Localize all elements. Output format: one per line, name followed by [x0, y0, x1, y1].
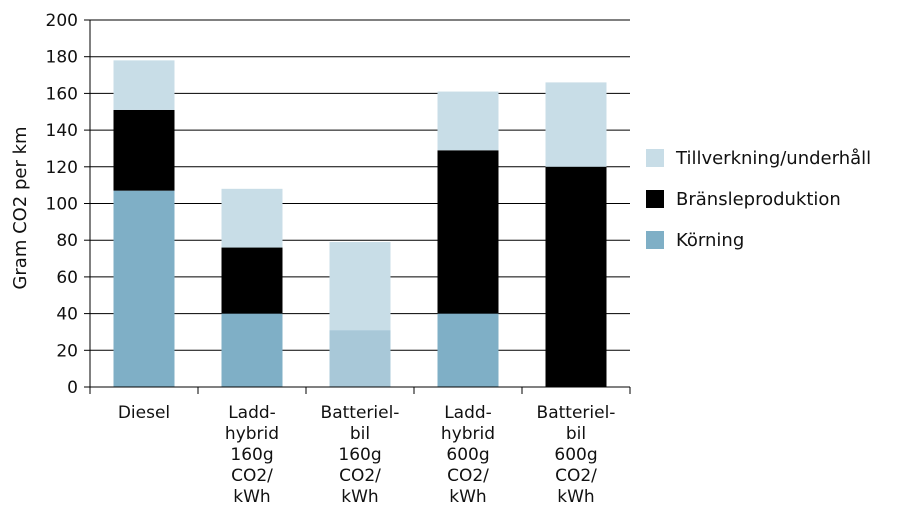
x-category-label-line: kWh — [557, 487, 594, 507]
x-category-label-line: Ladd- — [228, 403, 276, 423]
legend-swatch — [646, 231, 664, 249]
bar-segment — [221, 188, 283, 248]
x-category-label-line: 600g — [446, 445, 489, 465]
legend-swatch — [646, 149, 664, 167]
x-category-label-line: CO2/ — [555, 466, 597, 486]
bar-segment — [221, 313, 283, 387]
bar-segment — [545, 166, 607, 387]
bar-segment — [113, 60, 175, 110]
bar-segment — [437, 91, 499, 151]
y-tick-label: 40 — [56, 305, 78, 325]
x-category-label-line: Batteriel- — [321, 403, 400, 423]
bar-segment — [221, 247, 283, 314]
x-category-label-line: hybrid — [441, 424, 495, 444]
x-category-label-line: kWh — [341, 487, 378, 507]
y-tick-label: 140 — [46, 121, 78, 141]
y-tick-label: 160 — [46, 84, 78, 104]
x-category-label-line: 600g — [554, 445, 597, 465]
bar-segment — [113, 109, 175, 191]
bars — [113, 60, 607, 387]
y-axis: 0 20 40 60 80 100 120 140 160 180 200 — [46, 11, 91, 398]
legend-label: Bränsleproduktion — [676, 189, 841, 210]
x-category-label-line: Batteriel- — [537, 403, 616, 423]
bar-segment — [545, 82, 607, 167]
x-category-label-line: Diesel — [118, 403, 170, 423]
y-tick-label: 0 — [67, 378, 78, 398]
x-category-label-line: kWh — [233, 487, 270, 507]
y-axis-title: Gram CO2 per km — [10, 126, 31, 289]
y-tick-label: 100 — [46, 195, 78, 215]
y-tick-label: 60 — [56, 268, 78, 288]
x-category-label: Diesel — [118, 403, 170, 423]
bar-segment — [329, 242, 391, 331]
x-category-label-line: CO2/ — [231, 466, 273, 486]
x-category-label-line: 160g — [230, 445, 273, 465]
y-tick-label: 180 — [46, 48, 78, 68]
x-category-label-line: hybrid — [225, 424, 279, 444]
x-category-label: Batteriel-bil 600g CO2/kWh — [537, 403, 616, 507]
legend-label: Tillverkning/underhåll — [675, 148, 871, 169]
x-category-label: Ladd-hybrid 160g CO2/kWh — [225, 403, 279, 507]
y-tick-label: 120 — [46, 158, 78, 178]
x-category-label-line: Ladd- — [444, 403, 492, 423]
y-tick-label: 20 — [56, 341, 78, 361]
x-category-label-line: bil — [350, 424, 370, 444]
bar-segment — [329, 330, 391, 387]
bar-segment — [437, 150, 499, 314]
legend-swatch — [646, 190, 664, 208]
x-category-label-line: CO2/ — [339, 466, 381, 486]
x-category-label-line: CO2/ — [447, 466, 489, 486]
x-category-label-line: 160g — [338, 445, 381, 465]
x-category-label: Batteriel-bil 160g CO2/kWh — [321, 403, 400, 507]
x-category-label-line: bil — [566, 424, 586, 444]
legend: Tillverkning/underhåll Bränsleproduktion K… — [646, 148, 871, 251]
bar-segment — [113, 190, 175, 387]
x-axis: Diesel Ladd-hybrid 160g CO2/kWhBatteriel-bi… — [89, 386, 631, 507]
y-tick-label: 200 — [46, 11, 78, 31]
grid-lines — [90, 19, 630, 351]
legend-label: Körning — [676, 230, 744, 251]
y-tick-label: 80 — [56, 231, 78, 251]
x-category-label-line: kWh — [449, 487, 486, 507]
x-category-label: Ladd-hybrid 600g CO2/kWh — [441, 403, 495, 507]
bar-segment — [437, 313, 499, 387]
